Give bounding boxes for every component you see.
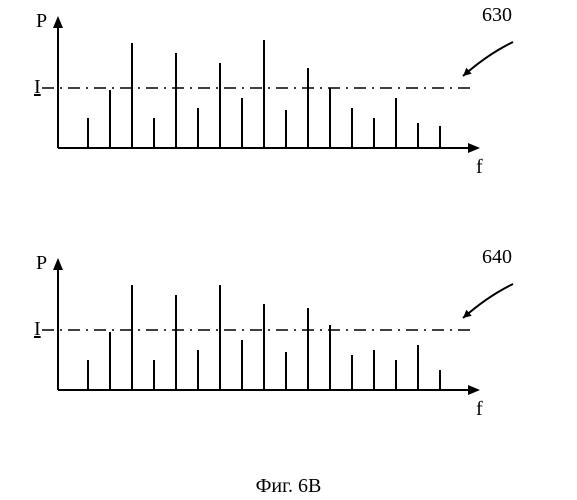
x-axis-label: f xyxy=(476,156,483,179)
figure-caption: Фиг. 6В xyxy=(0,475,577,498)
chart-640: P I f 640 xyxy=(58,260,528,450)
threshold-label: I xyxy=(34,76,41,99)
chart-640-svg xyxy=(38,250,528,450)
chart-630-svg xyxy=(38,8,528,208)
ref-label-640: 640 xyxy=(482,246,512,269)
chart-630: P I f 630 xyxy=(58,18,528,208)
y-axis-label: P xyxy=(36,252,47,275)
threshold-label: I xyxy=(34,318,41,341)
figure-container: P I f 630 P I f 640 Фиг. 6В xyxy=(0,0,577,500)
ref-label-630: 630 xyxy=(482,4,512,27)
y-axis-label: P xyxy=(36,10,47,33)
x-axis-label: f xyxy=(476,398,483,421)
